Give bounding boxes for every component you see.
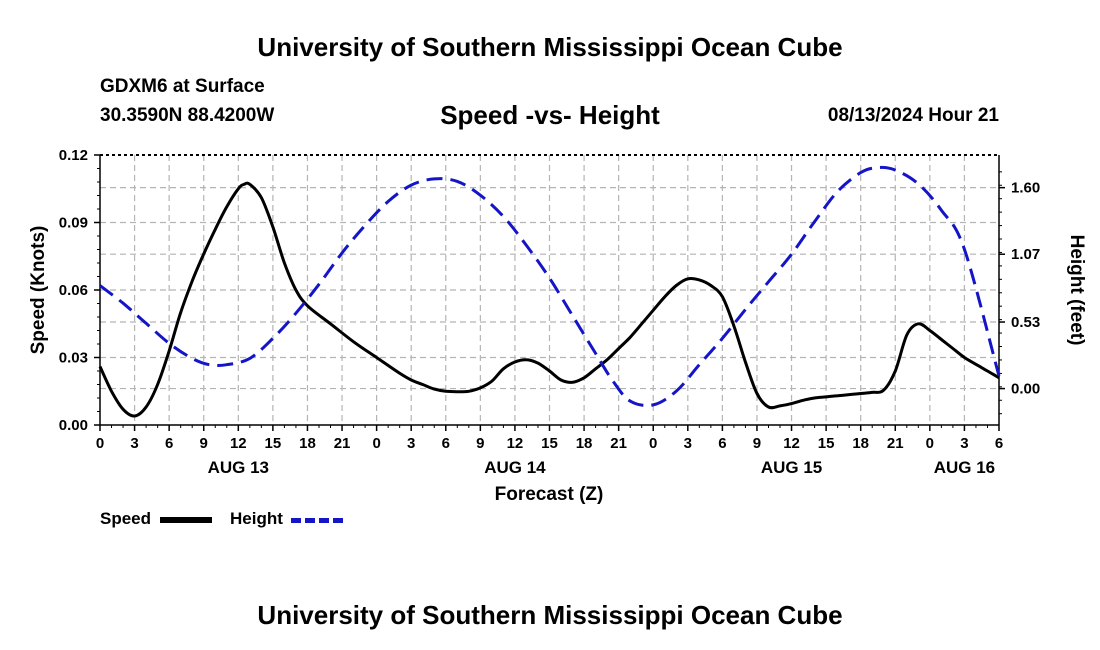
x-tick-label: 21 <box>887 435 904 452</box>
footer-title: University of Southern Mississippi Ocean… <box>257 600 843 630</box>
x-tick-label: 15 <box>818 435 835 452</box>
day-label: AUG 15 <box>761 458 822 477</box>
y2-tick-label: 0.53 <box>1011 314 1040 331</box>
x-tick-label: 12 <box>507 435 524 452</box>
page-title: University of Southern Mississippi Ocean… <box>257 32 843 62</box>
x-tick-label: 18 <box>299 435 316 452</box>
y2-tick-label: 1.60 <box>1011 180 1040 197</box>
y-axis-label: Speed (Knots) <box>28 226 49 355</box>
y2-tick-label: 1.07 <box>1011 246 1040 263</box>
x-tick-label: 12 <box>783 435 800 452</box>
chart-subtitle: Speed -vs- Height <box>440 100 660 130</box>
legend-height-label: Height <box>230 509 283 528</box>
axes: 0 3 6 9 12 15 18 21 0 3 6 9 12 15 18 21 0 3 6 9 12 15 18 21 0 3 6A… <box>59 147 1040 477</box>
speed-series-line <box>98 181 1000 418</box>
speed-height-chart: 0 3 6 9 12 15 18 21 0 3 6 9 12 15 18 21 0 3 6 9 12 15 18 21 0 3 6A… <box>28 147 1087 505</box>
grid <box>100 155 999 425</box>
x-tick-label: 3 <box>684 435 692 452</box>
height-series-line <box>99 165 1001 408</box>
y-tick-label: 0.09 <box>59 215 88 232</box>
x-tick-label: 21 <box>334 435 351 452</box>
y-tick-label: 0.00 <box>59 417 88 434</box>
x-tick-label: 15 <box>265 435 282 452</box>
datetime-label: 08/13/2024 Hour 21 <box>827 105 999 126</box>
x-tick-label: 6 <box>995 435 1003 452</box>
x-tick-label: 0 <box>926 435 934 452</box>
x-tick-label: 18 <box>852 435 869 452</box>
day-label: AUG 16 <box>934 458 995 477</box>
y-tick-label: 0.03 <box>59 350 88 367</box>
x-tick-label: 0 <box>96 435 104 452</box>
x-tick-label: 0 <box>372 435 380 452</box>
y2-tick-label: 0.00 <box>1011 381 1040 398</box>
day-label: AUG 13 <box>208 458 269 477</box>
x-tick-label: 3 <box>407 435 415 452</box>
x-tick-label: 12 <box>230 435 247 452</box>
x-tick-label: 18 <box>576 435 593 452</box>
x-tick-label: 9 <box>753 435 761 452</box>
legend-height-swatch <box>291 518 343 523</box>
x-tick-label: 3 <box>130 435 138 452</box>
x-tick-label: 6 <box>442 435 450 452</box>
legend-speed-swatch <box>160 517 212 523</box>
x-tick-label: 3 <box>960 435 968 452</box>
y2-axis-label: Height (feet) <box>1066 235 1087 346</box>
legend-speed-label: Speed <box>100 509 152 528</box>
x-tick-label: 9 <box>200 435 208 452</box>
y-tick-label: 0.06 <box>59 282 88 299</box>
series-layer <box>98 165 1001 418</box>
day-label: AUG 14 <box>484 458 546 477</box>
x-tick-label: 9 <box>476 435 484 452</box>
x-tick-label: 6 <box>718 435 726 452</box>
x-tick-label: 21 <box>610 435 627 452</box>
coordinates-label: 30.3590N 88.4200W <box>100 105 275 126</box>
x-tick-label: 15 <box>541 435 558 452</box>
station-label: GDXM6 at Surface <box>100 76 265 97</box>
x-tick-label: 6 <box>165 435 173 452</box>
y-tick-label: 0.12 <box>59 147 88 164</box>
x-tick-label: 0 <box>649 435 657 452</box>
x-axis-label: Forecast (Z) <box>495 484 604 505</box>
